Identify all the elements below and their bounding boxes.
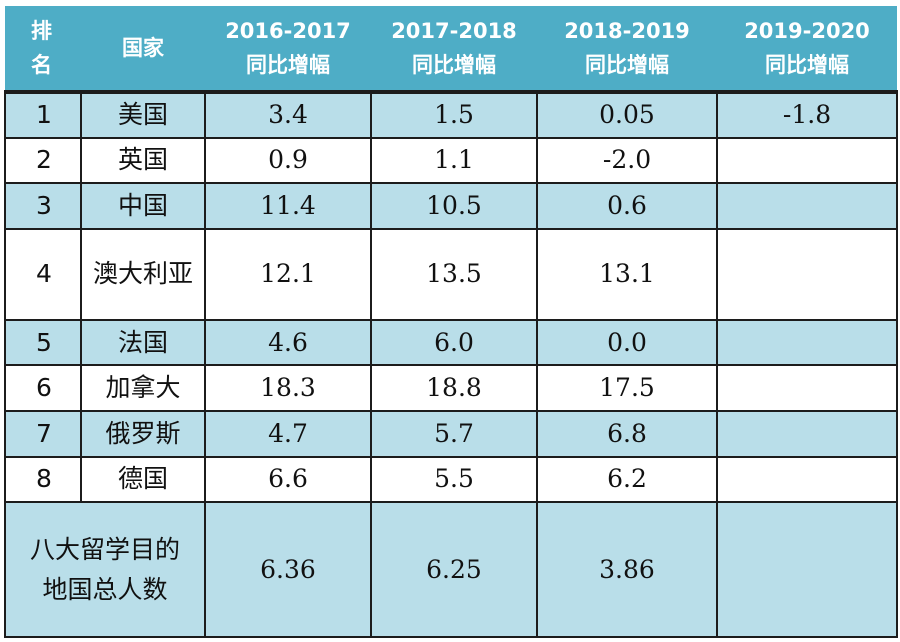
header-row: 排 名 国家 2016-2017 同比增幅 2017-2018 同比增幅 201… bbox=[5, 6, 897, 92]
country-cell: 澳大利亚 bbox=[80, 227, 206, 321]
header-years: 2017-2018 bbox=[391, 19, 517, 43]
value-cell: 5.7 bbox=[370, 410, 538, 458]
header-col-2019-2020: 2019-2020 同比增幅 bbox=[717, 6, 897, 92]
rank-cell: 2 bbox=[4, 136, 82, 185]
value-cell: 12.1 bbox=[204, 227, 372, 321]
value-cell bbox=[716, 455, 898, 504]
header-col-2017-2018: 2017-2018 同比增幅 bbox=[371, 6, 537, 92]
value-cell: 3.4 bbox=[204, 90, 372, 139]
value-cell: 1.5 bbox=[370, 90, 538, 139]
value-cell bbox=[716, 364, 898, 413]
value-cell bbox=[716, 410, 898, 458]
header-col-2016-2017: 2016-2017 同比增幅 bbox=[205, 6, 371, 92]
country-cell: 英国 bbox=[80, 136, 206, 185]
value-cell: -2.0 bbox=[536, 136, 718, 185]
value-cell: -1.8 bbox=[716, 90, 898, 139]
value-cell bbox=[716, 182, 898, 230]
value-cell: 18.3 bbox=[204, 364, 372, 413]
rank-cell: 6 bbox=[4, 364, 82, 413]
table-row: 1 美国 3.4 1.5 0.05 -1.8 bbox=[4, 90, 898, 139]
header-growth-label: 同比增幅 bbox=[585, 53, 669, 77]
header-rank-line2: 名 bbox=[31, 53, 52, 77]
country-cell: 美国 bbox=[80, 90, 206, 139]
value-cell: 1.1 bbox=[370, 136, 538, 185]
value-cell: 11.4 bbox=[204, 182, 372, 230]
total-value-cell: 3.86 bbox=[536, 501, 718, 638]
value-cell: 6.0 bbox=[370, 318, 538, 367]
value-cell: 4.7 bbox=[204, 410, 372, 458]
value-cell bbox=[716, 227, 898, 321]
rank-cell: 5 bbox=[4, 318, 82, 367]
value-cell: 0.0 bbox=[536, 318, 718, 367]
value-cell: 18.8 bbox=[370, 364, 538, 413]
country-cell: 德国 bbox=[80, 455, 206, 504]
value-cell: 0.05 bbox=[536, 90, 718, 139]
value-cell: 17.5 bbox=[536, 364, 718, 413]
value-cell: 6.2 bbox=[536, 455, 718, 504]
rank-cell: 7 bbox=[4, 410, 82, 458]
value-cell bbox=[716, 318, 898, 367]
header-growth-label: 同比增幅 bbox=[765, 53, 849, 77]
header-years: 2016-2017 bbox=[225, 19, 351, 43]
header-col-2018-2019: 2018-2019 同比增幅 bbox=[537, 6, 717, 92]
table-row: 3 中国 11.4 10.5 0.6 bbox=[4, 182, 898, 230]
value-cell: 13.1 bbox=[536, 227, 718, 321]
total-row: 八大留学目的地国总人数 6.36 6.25 3.86 bbox=[4, 501, 898, 638]
header-growth-label: 同比增幅 bbox=[246, 53, 330, 77]
header-rank-line1: 排 bbox=[31, 19, 52, 43]
table-row: 8 德国 6.6 5.5 6.2 bbox=[4, 455, 898, 504]
header-rank: 排 名 bbox=[5, 6, 81, 92]
total-value-cell: 6.25 bbox=[370, 501, 538, 638]
value-cell: 5.5 bbox=[370, 455, 538, 504]
country-cell: 俄罗斯 bbox=[80, 410, 206, 458]
total-value-cell bbox=[716, 501, 898, 638]
header-growth-label: 同比增幅 bbox=[412, 53, 496, 77]
growth-table: 排 名 国家 2016-2017 同比增幅 2017-2018 同比增幅 201… bbox=[4, 6, 898, 638]
table-row: 4 澳大利亚 12.1 13.5 13.1 bbox=[4, 227, 898, 321]
header-years: 2019-2020 bbox=[744, 19, 870, 43]
country-cell: 法国 bbox=[80, 318, 206, 367]
value-cell: 6.8 bbox=[536, 410, 718, 458]
header-years: 2018-2019 bbox=[564, 19, 690, 43]
rank-cell: 8 bbox=[4, 455, 82, 504]
rank-cell: 3 bbox=[4, 182, 82, 230]
value-cell: 4.6 bbox=[204, 318, 372, 367]
table-row: 5 法国 4.6 6.0 0.0 bbox=[4, 318, 898, 367]
value-cell: 10.5 bbox=[370, 182, 538, 230]
rank-cell: 1 bbox=[4, 90, 82, 139]
total-value-cell: 6.36 bbox=[204, 501, 372, 638]
header-country: 国家 bbox=[81, 6, 205, 92]
value-cell bbox=[716, 136, 898, 185]
total-label-cell: 八大留学目的地国总人数 bbox=[4, 501, 206, 638]
value-cell: 13.5 bbox=[370, 227, 538, 321]
table-row: 2 英国 0.9 1.1 -2.0 bbox=[4, 136, 898, 185]
country-cell: 加拿大 bbox=[80, 364, 206, 413]
table-row: 6 加拿大 18.3 18.8 17.5 bbox=[4, 364, 898, 413]
rank-cell: 4 bbox=[4, 227, 82, 321]
value-cell: 0.6 bbox=[536, 182, 718, 230]
value-cell: 6.6 bbox=[204, 455, 372, 504]
table-row: 7 俄罗斯 4.7 5.7 6.8 bbox=[4, 410, 898, 458]
value-cell: 0.9 bbox=[204, 136, 372, 185]
country-cell: 中国 bbox=[80, 182, 206, 230]
